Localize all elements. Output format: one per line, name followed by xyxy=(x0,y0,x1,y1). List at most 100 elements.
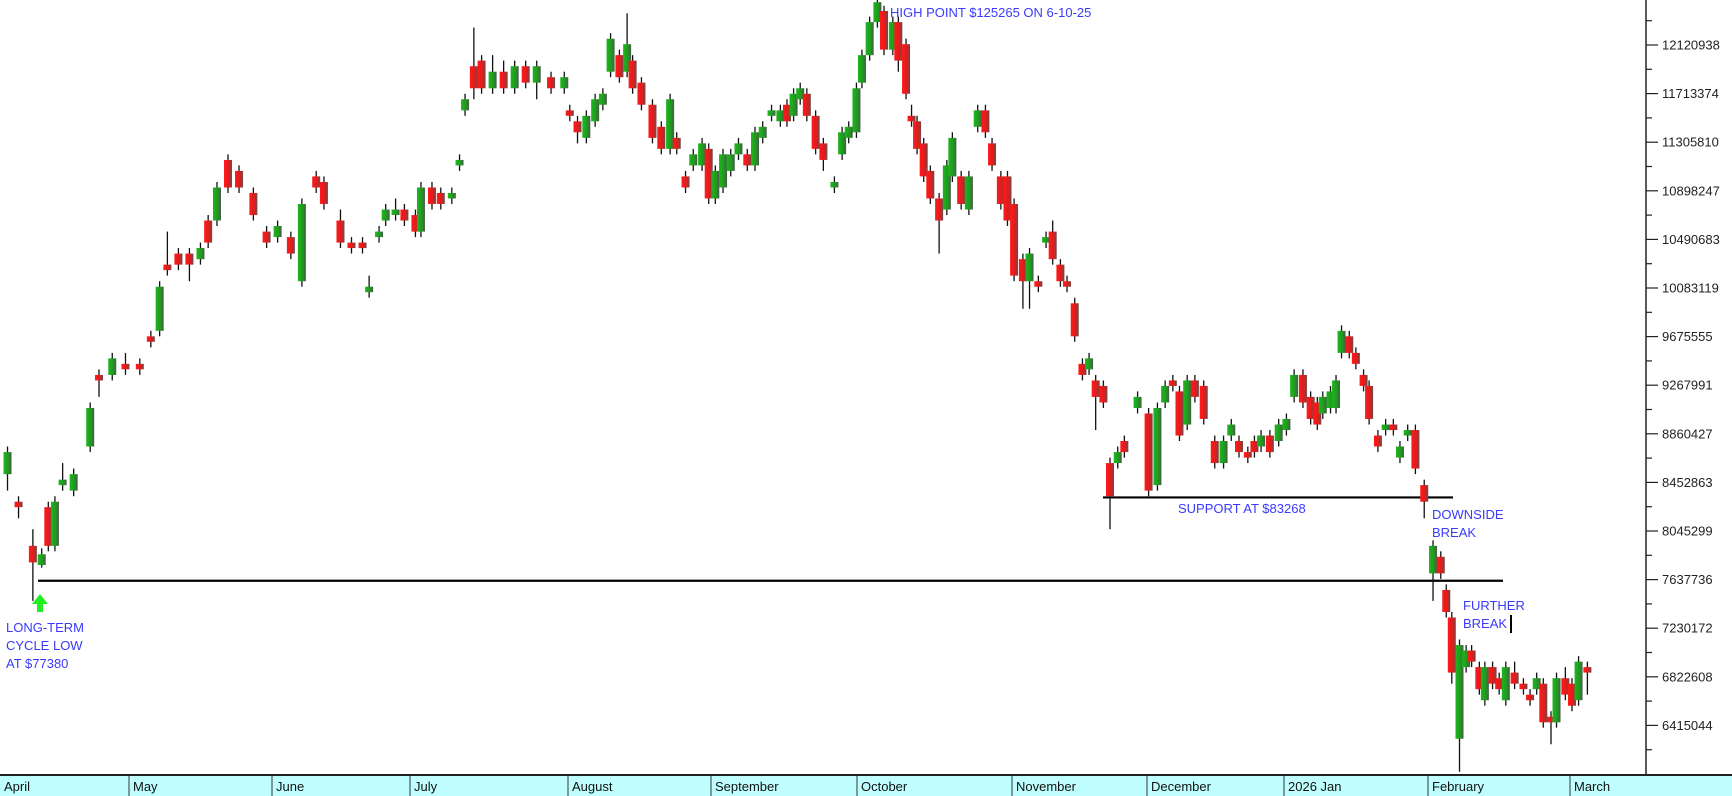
candle-body xyxy=(163,264,172,271)
candle-body xyxy=(1561,678,1570,695)
candle-body xyxy=(1168,380,1177,386)
candle-body xyxy=(3,452,12,475)
candle-down xyxy=(347,237,356,254)
candle-body xyxy=(789,93,798,116)
y-tick-label: 6415044 xyxy=(1662,718,1713,733)
candle-body xyxy=(1495,678,1504,690)
candle-body xyxy=(1526,694,1535,701)
candle-down xyxy=(1547,711,1556,745)
candle-up xyxy=(1042,231,1051,249)
candle-body xyxy=(416,187,425,232)
candle-body xyxy=(235,170,244,188)
candle-up xyxy=(1532,672,1541,695)
downside-break-line-1: DOWNSIDE xyxy=(1432,507,1504,522)
candle-body xyxy=(1532,678,1541,690)
candle-body xyxy=(319,182,328,204)
candle-down xyxy=(1175,385,1184,442)
candle-body xyxy=(1351,352,1360,364)
candle-body xyxy=(1078,363,1087,375)
cycle-low-annotation-line-3: AT $77380 xyxy=(6,656,68,671)
candle-down xyxy=(657,121,666,155)
candle-up xyxy=(1113,446,1122,469)
candle-body xyxy=(1488,667,1497,684)
candle-down xyxy=(1561,667,1570,701)
candle-up xyxy=(155,281,164,337)
candle-down xyxy=(224,154,233,193)
candle-down xyxy=(1488,661,1497,690)
candle-up xyxy=(888,16,897,56)
candle-up xyxy=(942,159,951,216)
candle-body xyxy=(560,77,569,89)
candle-up xyxy=(1318,391,1327,419)
candle-body xyxy=(681,176,690,188)
candle-down xyxy=(628,55,637,94)
candle-body xyxy=(1313,402,1322,425)
candle-up xyxy=(196,242,205,265)
candle-down xyxy=(521,60,530,89)
candle-body xyxy=(547,77,556,89)
candle-body xyxy=(1475,667,1484,690)
candle-body xyxy=(751,132,760,166)
candle-body xyxy=(185,253,194,265)
candle-down xyxy=(319,176,328,210)
candle-up xyxy=(1257,430,1266,453)
candle-up xyxy=(273,220,282,243)
candle-down xyxy=(648,99,657,144)
y-tick-label: 7637736 xyxy=(1662,572,1713,587)
candle-down xyxy=(981,104,990,138)
candle-body xyxy=(1420,485,1429,502)
candle-body xyxy=(262,231,271,243)
candle-down xyxy=(988,137,997,171)
downside-break-line-2: BREAK xyxy=(1432,525,1476,540)
candle-up xyxy=(1381,418,1390,436)
y-tick-label: 8045299 xyxy=(1662,524,1713,539)
month-label: August xyxy=(572,779,613,794)
candle-body xyxy=(1403,430,1412,436)
candle-down xyxy=(249,187,258,221)
candle-down xyxy=(28,529,37,601)
candle-down xyxy=(286,231,295,260)
candle-up xyxy=(844,121,853,144)
month-label: February xyxy=(1432,779,1485,794)
candle-body xyxy=(1265,435,1274,453)
candle-body xyxy=(50,501,59,546)
candle-body xyxy=(58,479,67,486)
candle-up xyxy=(365,275,374,298)
candle-body xyxy=(1070,303,1079,337)
month-label: September xyxy=(715,779,779,794)
candle-body xyxy=(565,110,574,116)
month-label: June xyxy=(276,779,304,794)
candle-up xyxy=(689,148,698,171)
candle-body xyxy=(1243,452,1252,458)
candle-down xyxy=(1210,435,1219,469)
candle-body xyxy=(942,165,951,210)
candle-body xyxy=(628,60,637,89)
month-label: May xyxy=(133,779,158,794)
candle-up xyxy=(776,104,785,127)
candle-body xyxy=(488,71,497,89)
y-axis: 12120938 11713374 11305810 10898247 10490683… xyxy=(1645,0,1720,776)
candle-body xyxy=(606,38,615,72)
candle-up xyxy=(719,148,728,193)
candle-body xyxy=(1359,374,1368,386)
candle-up xyxy=(447,187,456,204)
candle-body xyxy=(1250,441,1259,453)
candle-body xyxy=(838,132,847,155)
candle-body xyxy=(926,170,935,199)
y-tick-label: 12120938 xyxy=(1662,38,1720,53)
candle-body xyxy=(411,215,420,232)
candle-body xyxy=(1274,424,1283,442)
candle-up xyxy=(1133,391,1142,414)
candle-body xyxy=(981,110,990,133)
candle-down xyxy=(235,165,244,193)
candle-down xyxy=(672,132,681,155)
candle-down xyxy=(1010,198,1019,282)
candle-body xyxy=(499,71,508,89)
candle-down xyxy=(95,369,104,397)
candle-down xyxy=(121,352,130,375)
candle-body xyxy=(477,60,486,89)
candle-down xyxy=(499,60,508,94)
candle-body xyxy=(1436,556,1445,574)
candle-down xyxy=(1091,374,1100,431)
candle-body xyxy=(86,407,95,447)
